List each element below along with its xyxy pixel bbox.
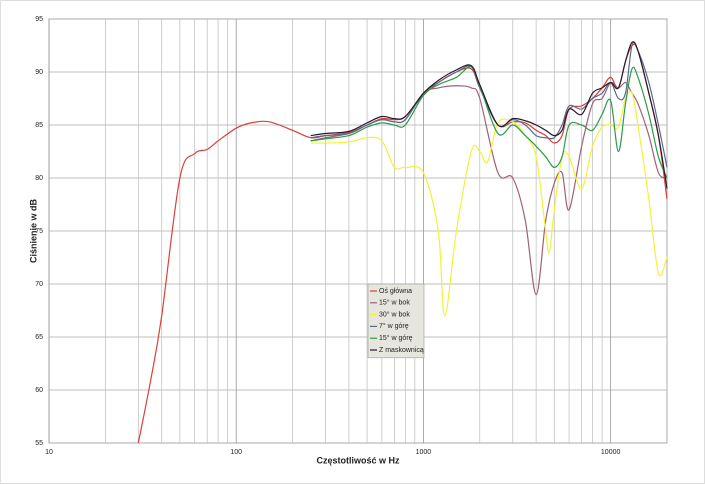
legend-label: 15° w bok xyxy=(379,299,410,307)
y-tick-label: 60 xyxy=(35,387,43,394)
y-tick-label: 80 xyxy=(35,175,43,182)
x-axis-title: Częstotliwość w Hz xyxy=(316,455,400,465)
y-tick-label: 75 xyxy=(35,228,43,235)
x-tick-label: 1000 xyxy=(416,449,432,456)
y-axis-title: Ciśnienie w dB xyxy=(28,198,38,263)
legend-box xyxy=(367,283,425,359)
x-tick-label: 10000 xyxy=(601,449,621,456)
y-tick-label: 90 xyxy=(35,69,43,76)
x-tick-label: 10 xyxy=(45,449,53,456)
series-line xyxy=(310,66,668,179)
legend-label: 7° w górę xyxy=(379,322,409,330)
series-line xyxy=(310,90,668,317)
y-tick-label: 55 xyxy=(35,440,43,447)
legend-label: Z maskownicą xyxy=(379,347,424,354)
series-line xyxy=(310,41,668,189)
y-tick-label: 70 xyxy=(35,281,43,288)
y-tick-label: 65 xyxy=(35,334,43,341)
legend-label: 15° w górę xyxy=(379,334,413,342)
series-line xyxy=(310,41,668,168)
y-tick-label: 85 xyxy=(35,122,43,129)
y-tick-label: 95 xyxy=(35,16,43,23)
x-tick-label: 100 xyxy=(230,449,242,456)
legend-label: Oś główna xyxy=(379,288,412,295)
legend-label: 30° w bok xyxy=(379,310,410,318)
